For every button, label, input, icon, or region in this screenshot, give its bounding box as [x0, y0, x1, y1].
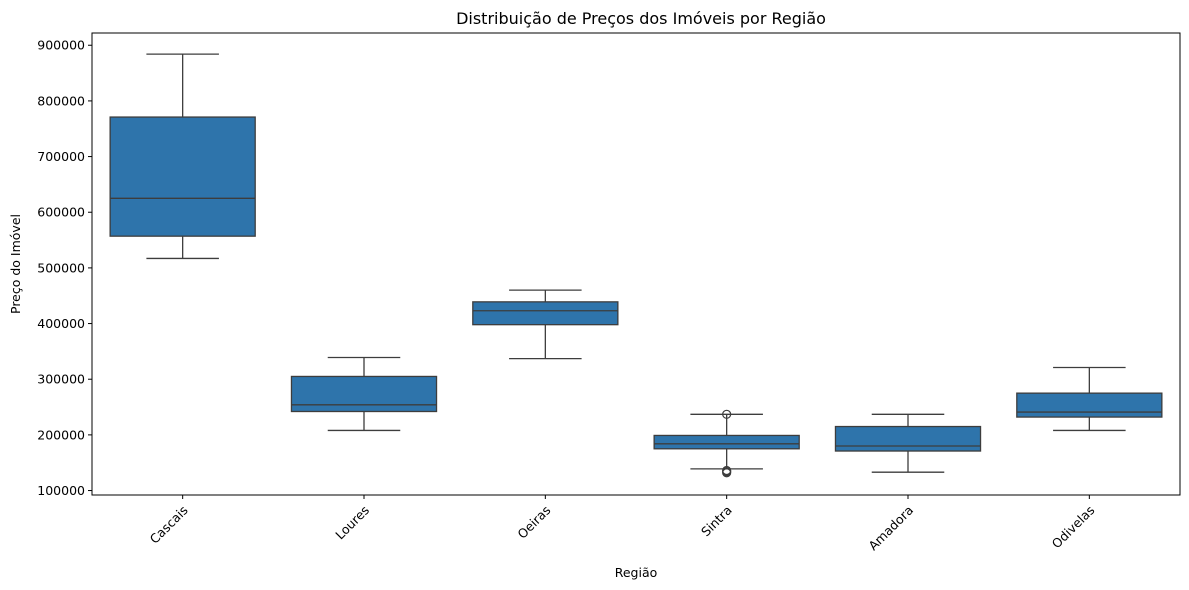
y-tick-label: 700000	[37, 149, 85, 164]
outlier-point	[722, 409, 732, 419]
iqr-box	[290, 375, 438, 413]
y-tick-label: 300000	[37, 372, 85, 387]
y-tick-label: 100000	[37, 483, 85, 498]
plot-frame	[91, 32, 1181, 496]
iqr-box	[109, 116, 256, 237]
y-tick-label: 500000	[37, 260, 85, 275]
y-tick-label: 600000	[37, 205, 85, 220]
box-sintra	[653, 409, 800, 478]
iqr-box	[834, 425, 982, 452]
iqr-box	[472, 301, 619, 326]
y-axis-label: Preço do Imóvel	[8, 214, 23, 314]
x-tick-label: Oeiras	[514, 503, 553, 542]
y-tick-label: 900000	[37, 38, 85, 53]
x-tick-label: Cascais	[147, 503, 191, 547]
y-tick-label: 400000	[37, 316, 85, 331]
y-tick-label: 200000	[37, 427, 85, 442]
box-odivelas	[1016, 366, 1163, 432]
box-amadora	[834, 413, 982, 473]
outlier-point	[722, 468, 732, 478]
y-tick-label: 800000	[37, 93, 85, 108]
x-tick-label: Sintra	[698, 503, 735, 540]
iqr-box	[653, 434, 800, 450]
x-tick-label: Odivelas	[1049, 503, 1098, 552]
x-tick-label: Amadora	[865, 503, 916, 554]
plot-area	[109, 53, 1163, 478]
chart-title: Distribuição de Preços dos Imóveis por R…	[456, 9, 826, 28]
box-cascais	[109, 53, 256, 260]
box-oeiras	[472, 289, 619, 360]
x-tick-label: Loures	[332, 503, 372, 543]
x-axis-label: Região	[615, 565, 658, 580]
iqr-box	[1016, 392, 1163, 418]
box-loures	[290, 356, 438, 432]
